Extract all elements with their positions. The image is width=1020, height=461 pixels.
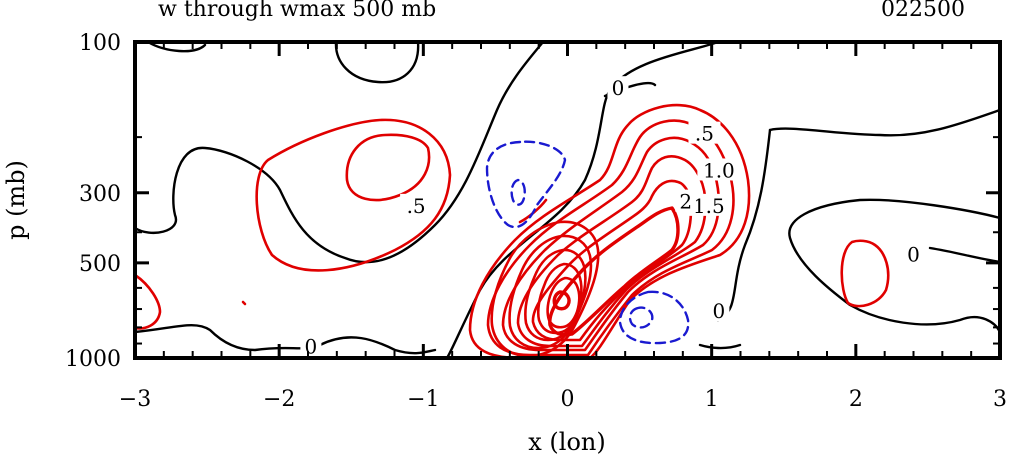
x-tick-label: −1	[407, 387, 439, 412]
zero-contour	[788, 198, 1002, 334]
x-tick-label: −3	[119, 387, 151, 412]
positive-contour	[516, 155, 707, 348]
x-tick-label: 1	[705, 387, 719, 412]
negative-contour	[628, 306, 654, 329]
contour-label: 2	[679, 190, 692, 214]
positive-contour	[840, 239, 890, 308]
contour-label: 1.5	[693, 194, 725, 218]
contour-label-bg	[400, 193, 433, 216]
contour-label-bg	[300, 334, 322, 357]
positive-contour	[501, 136, 721, 352]
y-axis-label: p (mb)	[2, 160, 30, 240]
positive-contour	[531, 179, 693, 342]
positive-contour	[345, 133, 431, 202]
y-tick-label: 100	[79, 31, 121, 56]
contour-label-bg	[607, 76, 629, 99]
positive-contour	[552, 290, 571, 311]
x-tick-label: 3	[993, 387, 1007, 412]
negative-contour	[618, 290, 690, 345]
zero-contour	[698, 343, 742, 350]
chart-title: w through wmax 500 mb	[158, 0, 436, 22]
contour-label: 0	[305, 335, 318, 359]
contour-label-bg	[708, 298, 730, 321]
contour-label: .5	[695, 122, 714, 146]
contour-label-bg	[687, 193, 731, 216]
y-tick-label: 1000	[65, 347, 121, 372]
positive-contour	[241, 300, 247, 306]
contour-label: .5	[407, 194, 426, 218]
x-tick-label: −2	[263, 387, 295, 412]
positive-contour	[524, 248, 587, 342]
positive-contour	[133, 273, 162, 330]
contour-label: 0	[713, 299, 726, 323]
zero-contour	[716, 128, 772, 322]
zero-contour	[133, 323, 437, 355]
positive-contour	[508, 234, 593, 350]
positive-contour	[486, 119, 735, 357]
zero-contour	[133, 40, 545, 264]
positive-contour	[255, 118, 452, 272]
contour-label-bg	[697, 158, 741, 181]
contour-label: 0	[612, 76, 625, 100]
positive-contour	[546, 276, 581, 329]
zero-contours	[133, 40, 1002, 360]
negative-contours	[485, 140, 690, 345]
zero-contour	[146, 40, 420, 84]
zero-contour	[928, 246, 1002, 264]
positive-contour	[468, 103, 751, 360]
positive-contours	[133, 103, 890, 360]
contour-label: 1.0	[703, 158, 735, 182]
y-tick-label: 500	[79, 252, 121, 277]
positive-contour	[548, 206, 680, 337]
contour-label-bg	[688, 121, 721, 144]
x-tick-label: 0	[561, 387, 575, 412]
zero-contour	[768, 108, 1002, 137]
contour-label-bg	[903, 242, 924, 265]
time-label: 022500	[881, 0, 965, 22]
negative-contour	[485, 140, 567, 229]
x-axis-label: x (lon)	[528, 428, 605, 456]
positive-contour	[536, 262, 583, 335]
contour-label-bg	[675, 189, 697, 212]
contour-label: 0	[907, 242, 920, 266]
x-tick-label: 2	[849, 387, 863, 412]
y-tick-label: 300	[79, 182, 121, 207]
zero-contour	[445, 40, 720, 360]
negative-contour	[510, 178, 526, 206]
positive-contour	[490, 220, 600, 358]
